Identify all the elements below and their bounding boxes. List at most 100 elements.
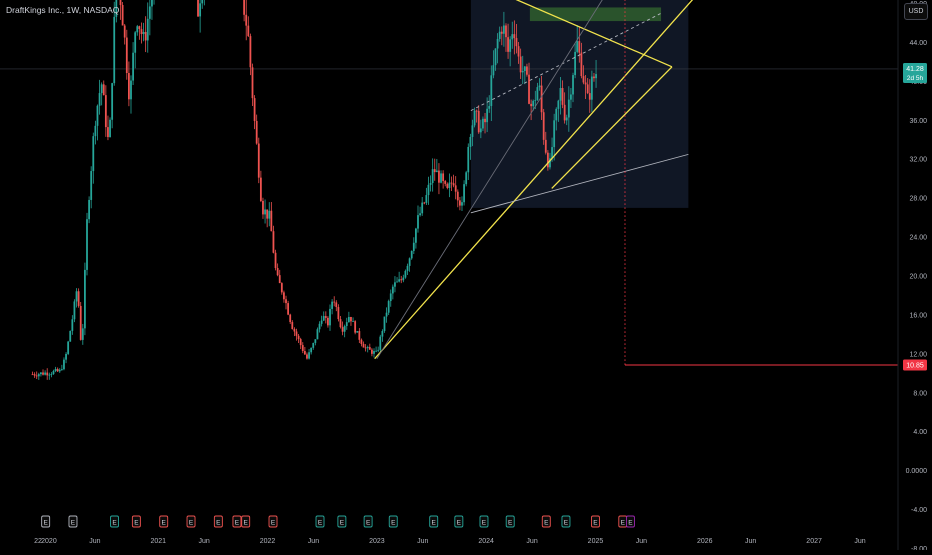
candle-body — [536, 87, 539, 101]
last-price-countdown: 2d 5h — [907, 75, 924, 82]
x-tick-label: 2021 — [150, 538, 166, 545]
candle-body — [417, 215, 419, 229]
candles-group — [31, 0, 597, 380]
candle-body — [467, 146, 470, 173]
candle-body — [469, 136, 472, 147]
candle-body — [377, 349, 380, 351]
candle-body — [259, 177, 262, 201]
candle-body — [530, 103, 533, 107]
earnings-event-icon[interactable]: E — [110, 515, 119, 528]
earnings-event-icon[interactable]: E — [232, 515, 242, 528]
earnings-event-icon[interactable]: E — [159, 515, 169, 528]
candle-body — [280, 283, 283, 293]
candle-body — [77, 291, 80, 306]
candle-body — [458, 200, 461, 206]
candle-body — [391, 286, 394, 294]
candle-body — [544, 139, 547, 153]
candle-body — [423, 202, 426, 204]
x-tick-label: 2027 — [806, 538, 822, 545]
candle-body — [532, 100, 535, 107]
candle-body — [414, 228, 417, 243]
earnings-event-icon[interactable]: E — [505, 515, 515, 528]
candle-body — [404, 270, 407, 278]
event-marker-box — [41, 515, 51, 528]
candle-body — [507, 37, 509, 52]
candle-body — [494, 48, 497, 66]
candle-body — [475, 110, 478, 112]
earnings-event-icon[interactable]: E — [131, 515, 141, 528]
event-marker-label: E — [457, 520, 462, 527]
event-marker-label: E — [271, 520, 276, 527]
candle-body — [327, 317, 329, 326]
earnings-event-icon[interactable]: E — [268, 515, 278, 528]
y-tick-label: -8.00 — [911, 546, 927, 550]
candle-body — [339, 319, 342, 328]
candle-body — [440, 173, 442, 183]
candle-body — [255, 120, 258, 144]
earnings-event-icon[interactable]: E — [479, 515, 489, 528]
candle-body — [559, 88, 562, 101]
candle-body — [331, 301, 334, 309]
candle-body — [461, 202, 463, 206]
earnings-event-icon[interactable]: E — [315, 515, 325, 528]
candle-body — [375, 350, 377, 352]
event-marker-label: E — [162, 520, 167, 527]
candle-body — [410, 250, 413, 259]
earnings-event-icon[interactable]: E — [186, 515, 196, 528]
candle-body — [134, 32, 137, 53]
candle-body — [111, 83, 114, 120]
currency-button[interactable]: USD — [904, 3, 928, 20]
earnings-event-icon[interactable]: E — [241, 515, 251, 528]
earnings-event-icon[interactable]: E — [363, 515, 373, 528]
candle-body — [366, 347, 369, 349]
event-marker-box — [429, 515, 439, 528]
candle-body — [199, 3, 202, 17]
candle-body — [549, 158, 551, 168]
event-marker-box — [268, 515, 278, 528]
candle-body — [398, 279, 401, 282]
y-tick-label: 12.00 — [909, 351, 927, 358]
candle-body — [358, 331, 361, 340]
earnings-event-icon[interactable]: E — [454, 515, 464, 528]
earnings-event-icon[interactable]: E — [429, 515, 439, 528]
candle-body — [251, 67, 254, 99]
earnings-event-icon[interactable]: E — [541, 515, 551, 528]
stop-label: 10.85 — [906, 363, 924, 370]
stop-label-bg — [903, 359, 927, 371]
candle-body — [324, 316, 327, 318]
symbol-title: DraftKings Inc., 1W, NASDAQ — [6, 5, 120, 15]
earnings-event-icon[interactable]: E — [618, 515, 628, 528]
candle-body — [31, 374, 34, 376]
candle-body — [63, 359, 65, 370]
candle-body — [394, 282, 396, 287]
earnings-event-icon[interactable]: E — [41, 515, 51, 528]
earnings-event-icon[interactable]: E — [68, 515, 78, 528]
candle-body — [582, 76, 585, 83]
candle-body — [247, 25, 250, 37]
earnings-event-icon[interactable]: E — [337, 515, 347, 528]
candle-body — [521, 70, 524, 73]
candle-body — [90, 171, 93, 200]
candle-body — [293, 329, 296, 332]
event-marker-label: E — [432, 520, 437, 527]
candle-body — [345, 322, 348, 327]
candle-body — [515, 38, 518, 47]
candle-body — [381, 331, 384, 337]
candle-body — [360, 339, 363, 344]
candle-body — [46, 372, 49, 376]
candle-body — [314, 339, 317, 343]
event-marker-label: E — [43, 520, 48, 527]
candle-body — [482, 118, 484, 129]
candle-body — [306, 354, 308, 359]
earnings-event-icon[interactable]: E — [388, 515, 398, 528]
earnings-event-icon[interactable]: E — [626, 515, 635, 528]
earnings-event-icon[interactable]: E — [591, 515, 600, 528]
earnings-event-icon[interactable]: E — [561, 515, 571, 528]
event-marker-label: E — [391, 520, 396, 527]
fan-ray — [376, 0, 603, 359]
earnings-event-icon[interactable]: E — [213, 515, 223, 528]
candle-body — [140, 29, 143, 35]
candle-body — [586, 84, 589, 94]
